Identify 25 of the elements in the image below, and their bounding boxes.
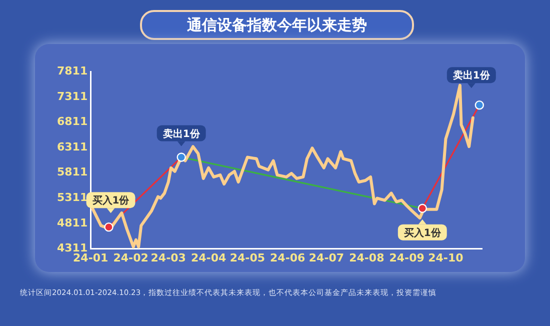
x-tick-label: 24-05	[230, 251, 266, 264]
point	[104, 222, 114, 232]
y-tick-label: 5811	[56, 166, 88, 179]
x-tick-label: 24-10	[428, 251, 464, 264]
annotation: 买入1份	[92, 194, 130, 207]
annotation: 卖出1份	[162, 128, 201, 140]
y-tick-label: 6811	[56, 115, 88, 128]
y-tick-label: 7811	[56, 64, 88, 78]
x-tick-label: 24-09	[389, 251, 424, 264]
point	[418, 204, 427, 213]
y-tick-label: 4811	[56, 216, 88, 230]
annotation: 买入1份	[404, 226, 442, 239]
x-tick-label: 24-06	[270, 251, 306, 264]
chart-title: 通信设备指数今年以来走势	[140, 10, 414, 40]
x-tick-label: 24-04	[190, 251, 226, 264]
point	[176, 152, 186, 162]
annotation: 卖出1份	[452, 70, 491, 82]
x-tick-label: 24-03	[150, 251, 186, 264]
x-tick-label: 24-02	[113, 251, 148, 264]
y-tick-label: 7311	[56, 90, 88, 103]
x-tick-label: 24-07	[308, 251, 344, 264]
y-tick-label: 5311	[56, 191, 88, 204]
x-tick-label: 24-08	[349, 251, 384, 264]
point	[474, 100, 484, 110]
y-tick-label: 6311	[56, 140, 88, 154]
